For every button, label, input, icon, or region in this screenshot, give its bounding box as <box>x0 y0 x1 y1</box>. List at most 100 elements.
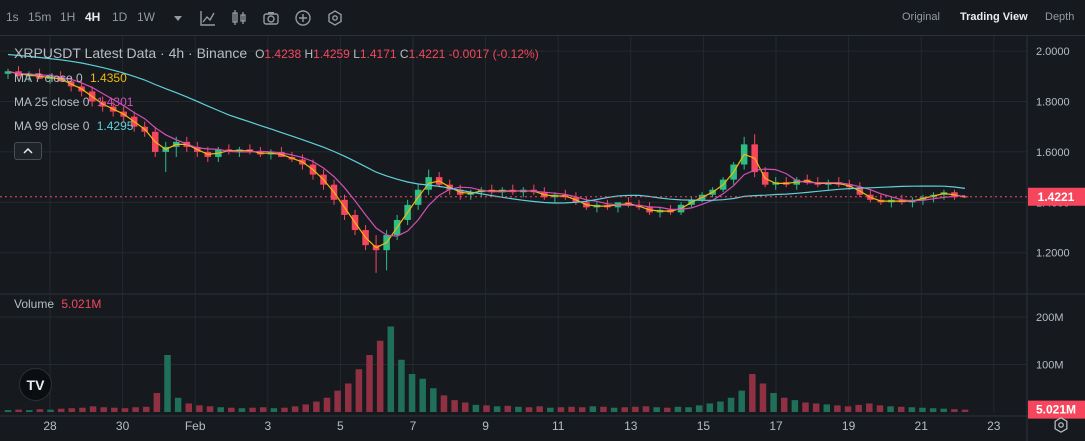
volume-bar <box>238 408 246 412</box>
timeframe-15m[interactable]: 15m <box>28 10 52 24</box>
chevron-down-icon[interactable] <box>168 8 188 28</box>
volume-bar <box>568 406 575 412</box>
volume-bar <box>111 407 118 412</box>
volume-bar <box>249 407 256 412</box>
volume-bar <box>430 388 437 412</box>
timeframe-1d[interactable]: 1D <box>112 10 128 24</box>
volume-bar <box>589 406 597 412</box>
volume-bar <box>600 406 607 412</box>
ma25-value: 1.4301 <box>96 95 134 109</box>
volume-bar <box>323 397 331 412</box>
chart-legend-title: XRPUSDT Latest Data · 4h · Binance O1.42… <box>14 45 539 61</box>
volume-bar <box>121 408 129 412</box>
volume-bar <box>908 407 916 412</box>
ohlc-high: 1.4259 <box>313 47 350 61</box>
x-tick-label: 11 <box>552 419 565 433</box>
volume-bar <box>89 406 97 412</box>
volume-bar <box>419 378 426 412</box>
x-tick-label: 13 <box>624 419 638 433</box>
camera-icon[interactable] <box>261 8 281 28</box>
view-original[interactable]: Original <box>902 11 940 23</box>
volume-bar <box>706 403 714 412</box>
timeframe-1w[interactable]: 1W <box>137 10 155 24</box>
timeframe-1s[interactable]: 1s <box>6 10 19 24</box>
chart-toolbar: 1s 15m 1H 4H 1D 1W Original Trading View… <box>0 0 1085 36</box>
volume-bar <box>281 407 288 412</box>
timeframe-1h[interactable]: 1H <box>60 10 76 24</box>
x-tick-label: 9 <box>482 419 489 433</box>
volume-bar <box>749 374 756 412</box>
ohlc-low: 1.4171 <box>359 47 397 61</box>
volume-bar <box>483 405 490 412</box>
volume-bar <box>812 403 820 412</box>
settings-hex-icon[interactable] <box>325 8 345 28</box>
volume-bar <box>461 402 469 412</box>
volume-bar <box>47 409 54 412</box>
volume-bar <box>632 406 639 412</box>
ma7-value: 1.4350 <box>90 71 127 85</box>
add-icon[interactable] <box>293 8 313 28</box>
price-tick-label: 1.6000 <box>1036 147 1070 159</box>
last-volume-label: 5.021M <box>1036 403 1076 417</box>
volume-bar <box>770 393 777 412</box>
volume-bar <box>132 407 139 412</box>
volume-bar <box>664 407 671 412</box>
ma25-legend: MA 25 close 0 1.4301 <box>14 95 134 109</box>
volume-bar <box>217 407 224 412</box>
volume-bar <box>536 406 543 412</box>
volume-bar <box>164 355 171 412</box>
volume-bar <box>504 405 512 412</box>
volume-bar <box>844 406 852 412</box>
volume-bar <box>366 355 373 412</box>
volume-bar <box>398 359 405 412</box>
last-price-label: 1.4221 <box>1038 190 1075 204</box>
volume-bar <box>695 405 703 412</box>
volume-bar <box>376 340 384 412</box>
candle-body <box>4 71 12 74</box>
volume-bar <box>653 407 660 412</box>
indicators-icon[interactable] <box>198 8 218 28</box>
volume-bar <box>674 406 682 412</box>
volume-bar <box>259 407 267 412</box>
volume-bar <box>951 409 958 412</box>
volume-bar <box>547 407 554 412</box>
ohlc-readout: O1.4238 H1.4259 L1.4171 C1.4221 -0.0017 … <box>255 47 539 61</box>
volume-bar <box>493 406 501 412</box>
volume-bar <box>79 407 86 412</box>
symbol-title: XRPUSDT Latest Data · 4h · Binance <box>14 45 248 61</box>
volume-bar <box>387 326 395 412</box>
x-tick-label: 15 <box>697 419 711 433</box>
x-tick-label: 5 <box>337 419 344 433</box>
ma25-line <box>7 70 966 237</box>
volume-bar <box>940 408 947 412</box>
view-trading-view[interactable]: Trading View <box>960 11 1028 23</box>
volume-bar <box>961 409 969 412</box>
volume-bar <box>621 407 628 412</box>
volume-bar <box>727 397 735 412</box>
view-depth[interactable]: Depth <box>1045 11 1075 23</box>
timeframe-4h[interactable]: 4H <box>85 10 101 24</box>
x-tick-label: 7 <box>410 419 417 433</box>
volume-legend: Volume 5.021M <box>14 297 102 311</box>
volume-bar <box>897 406 905 412</box>
volume-bar <box>142 406 150 412</box>
candlestick-chart[interactable]: 28 30 Feb 3 5 7 9 11 13 15 17 19 21 23 2.0000 1.8000 1.6… <box>0 36 1085 441</box>
x-tick-label: 17 <box>769 419 783 433</box>
volume-bar <box>15 409 22 412</box>
volume-bar <box>802 402 809 412</box>
volume-bar <box>100 407 107 412</box>
tradingview-logo-icon[interactable]: TV <box>19 368 52 401</box>
chart-type-icon[interactable] <box>229 8 249 28</box>
volume-bar <box>791 400 799 412</box>
ohlc-open: 1.4238 <box>264 47 302 61</box>
chart-settings-icon[interactable] <box>1052 416 1070 434</box>
ma99-legend: MA 99 close 0 1.4295 <box>14 119 134 133</box>
volume-bar <box>919 407 926 412</box>
volume-bar <box>206 406 214 412</box>
volume-bar <box>291 406 299 412</box>
volume-bar <box>153 393 161 412</box>
volume-bar <box>578 407 586 412</box>
volume-bar <box>185 403 193 412</box>
x-tick-label: Feb <box>185 419 206 433</box>
legend-collapse-button[interactable] <box>14 142 42 160</box>
